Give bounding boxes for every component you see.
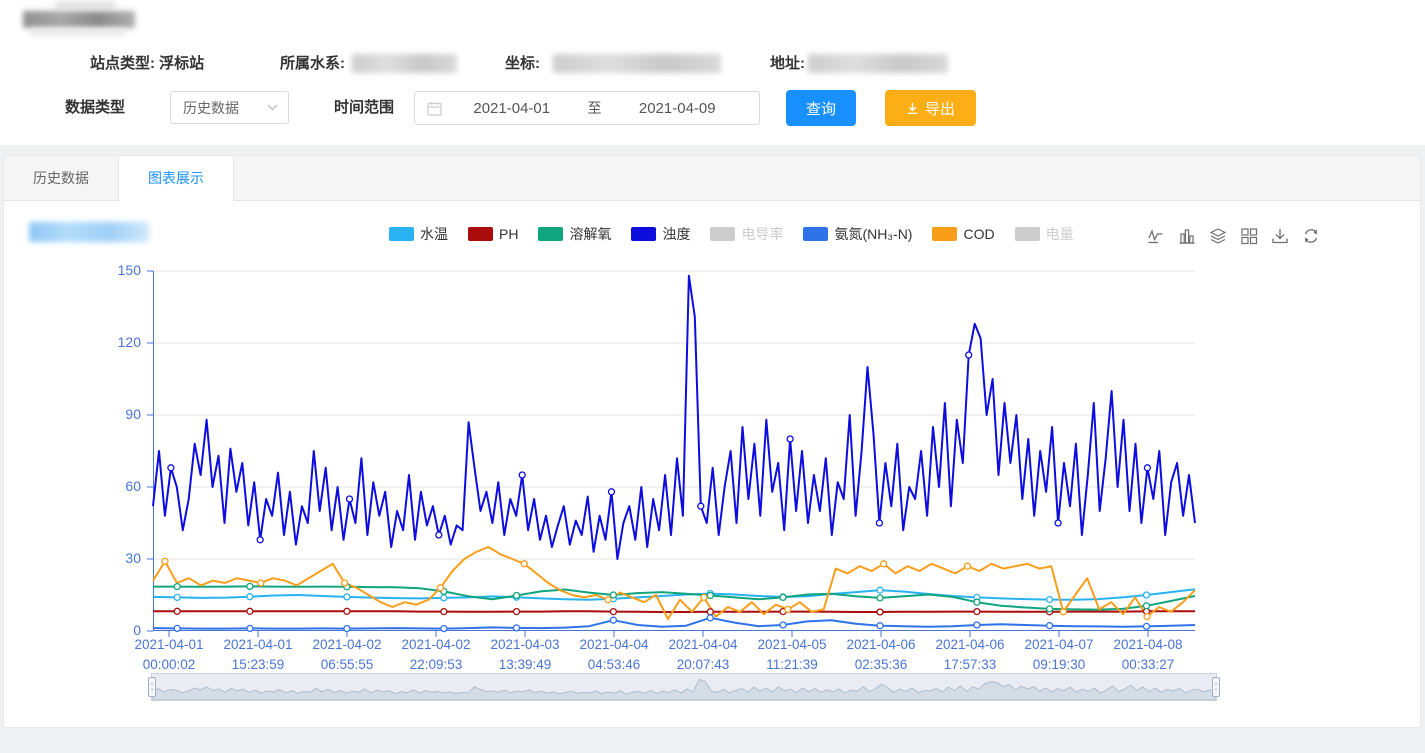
legend-label: 电导率 (741, 226, 784, 242)
x-axis-tick-label: 2021-04-02 22:09:53 (401, 637, 471, 672)
y-axis-tick-label: 0 (133, 622, 141, 638)
y-axis-tick-label: 90 (125, 406, 141, 422)
datazoom-right-handle[interactable] (1212, 677, 1220, 697)
legend-label: PH (499, 226, 519, 242)
x-axis-tick-label: 2021-04-05 11:21:39 (757, 637, 827, 672)
save-image-icon[interactable] (1271, 227, 1289, 245)
y-axis-tick-label: 120 (117, 334, 141, 350)
redacted-station-name-shadow (30, 29, 125, 36)
legend-label: 溶解氧 (569, 226, 612, 242)
legend-swatch (389, 227, 414, 241)
tab-bar: 历史数据 图表展示 (4, 156, 1420, 201)
legend-swatch (803, 227, 829, 241)
legend-item-5[interactable]: 氨氮(NH₃-N) (803, 224, 912, 244)
x-axis-tick-label: 2021-04-06 17:57:33 (935, 637, 1005, 672)
redacted-coordinate-value (553, 54, 721, 73)
legend-item-6[interactable]: COD (932, 226, 995, 242)
chevron-down-icon (267, 104, 278, 111)
data-type-select[interactable]: 历史数据 (170, 91, 289, 124)
legend-swatch (1014, 227, 1040, 241)
water-system-label: 所属水系: (280, 55, 345, 72)
tab-chart-display[interactable]: 图表展示 (119, 156, 234, 201)
magic-type-stack-icon[interactable] (1209, 227, 1227, 245)
export-button[interactable]: 导出 (885, 90, 976, 126)
chart-plot-area[interactable] (147, 270, 1196, 637)
magic-type-bar-icon[interactable] (1178, 227, 1196, 245)
legend-swatch (538, 227, 564, 241)
x-axis-tick-label: 2021-04-04 20:07:43 (668, 637, 738, 672)
station-type-value: 浮标站 (159, 55, 205, 72)
date-range-picker[interactable]: 2021-04-01 至 2021-04-09 (414, 91, 760, 125)
x-axis-tick-label: 2021-04-08 00:33:27 (1113, 637, 1183, 672)
legend-swatch (631, 227, 657, 241)
legend-label: 浊度 (662, 226, 691, 242)
redacted-address-value (808, 54, 948, 73)
chart-legend: 水温 PH 溶解氧 浊度 电导率 氨氮(NH₃-N) COD 电量 (389, 224, 1094, 244)
magic-type-line-icon[interactable] (1147, 227, 1165, 245)
datazoom-slider[interactable] (148, 673, 1220, 701)
datazoom-profile (151, 678, 1217, 701)
x-axis-tick-label: 2021-04-03 13:39:49 (490, 637, 560, 672)
y-axis-labels: 0 30 60 90 120 150 (99, 262, 147, 638)
query-button[interactable]: 查询 (786, 90, 856, 126)
x-axis-tick-label: 2021-04-02 06:55:55 (312, 637, 382, 672)
legend-label: 水温 (420, 226, 448, 242)
y-axis-tick-label: 60 (125, 478, 141, 494)
chart-svg (147, 270, 1196, 637)
tab-bar-filler (234, 156, 1420, 201)
data-type-selected-value: 历史数据 (183, 99, 239, 116)
page-background: 历史数据 图表展示 水温 PH 溶解氧 浊度 电导率 氨氮(NH₃-N) COD 电量 0 30… (0, 145, 1425, 753)
x-axis-labels: 2021-04-01 00:00:02 2021-04-01 15:23:59 2021… (134, 635, 1195, 677)
redacted-water-system-value (352, 54, 457, 73)
y-axis-tick-label: 150 (117, 262, 141, 278)
magic-type-tiled-icon[interactable] (1240, 227, 1258, 245)
legend-item-3[interactable]: 浊度 (631, 224, 690, 244)
legend-swatch (468, 227, 493, 241)
legend-item-0[interactable]: 水温 (389, 224, 448, 244)
coordinate-label: 坐标: (505, 55, 540, 72)
legend-label: 电量 (1045, 226, 1074, 242)
chart-toolbox (1147, 227, 1320, 245)
legend-swatch (932, 227, 958, 241)
calendar-icon (427, 101, 442, 116)
page-header: 站点类型: 浮标站 所属水系: 坐标: 地址: 数据类型 历史数据 时间范围 2… (0, 0, 1425, 145)
station-type-label-text: 站点类型: (90, 55, 155, 72)
restore-icon[interactable] (1302, 227, 1320, 245)
x-axis-tick-label: 2021-04-01 00:00:02 (134, 637, 204, 672)
redacted-chart-title (29, 222, 149, 242)
legend-item-4[interactable]: 电导率 (710, 224, 783, 244)
tab-history-data[interactable]: 历史数据 (4, 156, 119, 201)
legend-label: 氨氮(NH₃-N) (834, 226, 913, 242)
x-axis-tick-label: 2021-04-01 15:23:59 (223, 637, 293, 672)
legend-swatch (710, 227, 736, 241)
legend-item-2[interactable]: 溶解氧 (538, 224, 611, 244)
time-range-label: 时间范围 (334, 99, 395, 116)
legend-item-7[interactable]: 电量 (1014, 224, 1074, 244)
download-icon (907, 102, 918, 114)
legend-item-1[interactable]: PH (468, 226, 518, 242)
station-type-label: 站点类型: 浮标站 (90, 52, 204, 73)
range-separator: 至 (587, 100, 602, 116)
x-axis-tick-label: 2021-04-06 02:35:36 (846, 637, 916, 672)
x-axis-tick-label: 2021-04-04 04:53:46 (579, 637, 649, 672)
redacted-station-name (23, 11, 135, 28)
datazoom-left-handle[interactable] (148, 677, 156, 697)
legend-label: COD (963, 226, 995, 242)
data-type-label: 数据类型 (65, 99, 126, 116)
y-axis-tick-label: 30 (125, 550, 141, 566)
start-date-value[interactable]: 2021-04-01 (473, 99, 551, 117)
redacted-breadcrumb (55, 2, 115, 8)
end-date-value[interactable]: 2021-04-09 (638, 99, 716, 117)
x-axis-tick-label: 2021-04-07 09:19:30 (1024, 637, 1094, 672)
export-button-label: 导出 (924, 100, 955, 118)
content-card: 历史数据 图表展示 水温 PH 溶解氧 浊度 电导率 氨氮(NH₃-N) COD 电量 0 30… (3, 155, 1421, 728)
address-label: 地址: (770, 55, 805, 72)
